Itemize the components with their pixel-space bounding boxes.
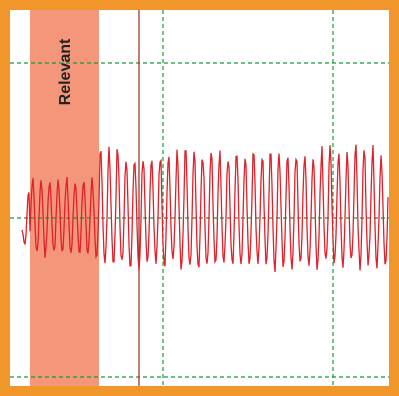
- relevant-band: [30, 10, 99, 386]
- band-label: Relevant: [57, 38, 74, 105]
- waveform: [21, 144, 389, 273]
